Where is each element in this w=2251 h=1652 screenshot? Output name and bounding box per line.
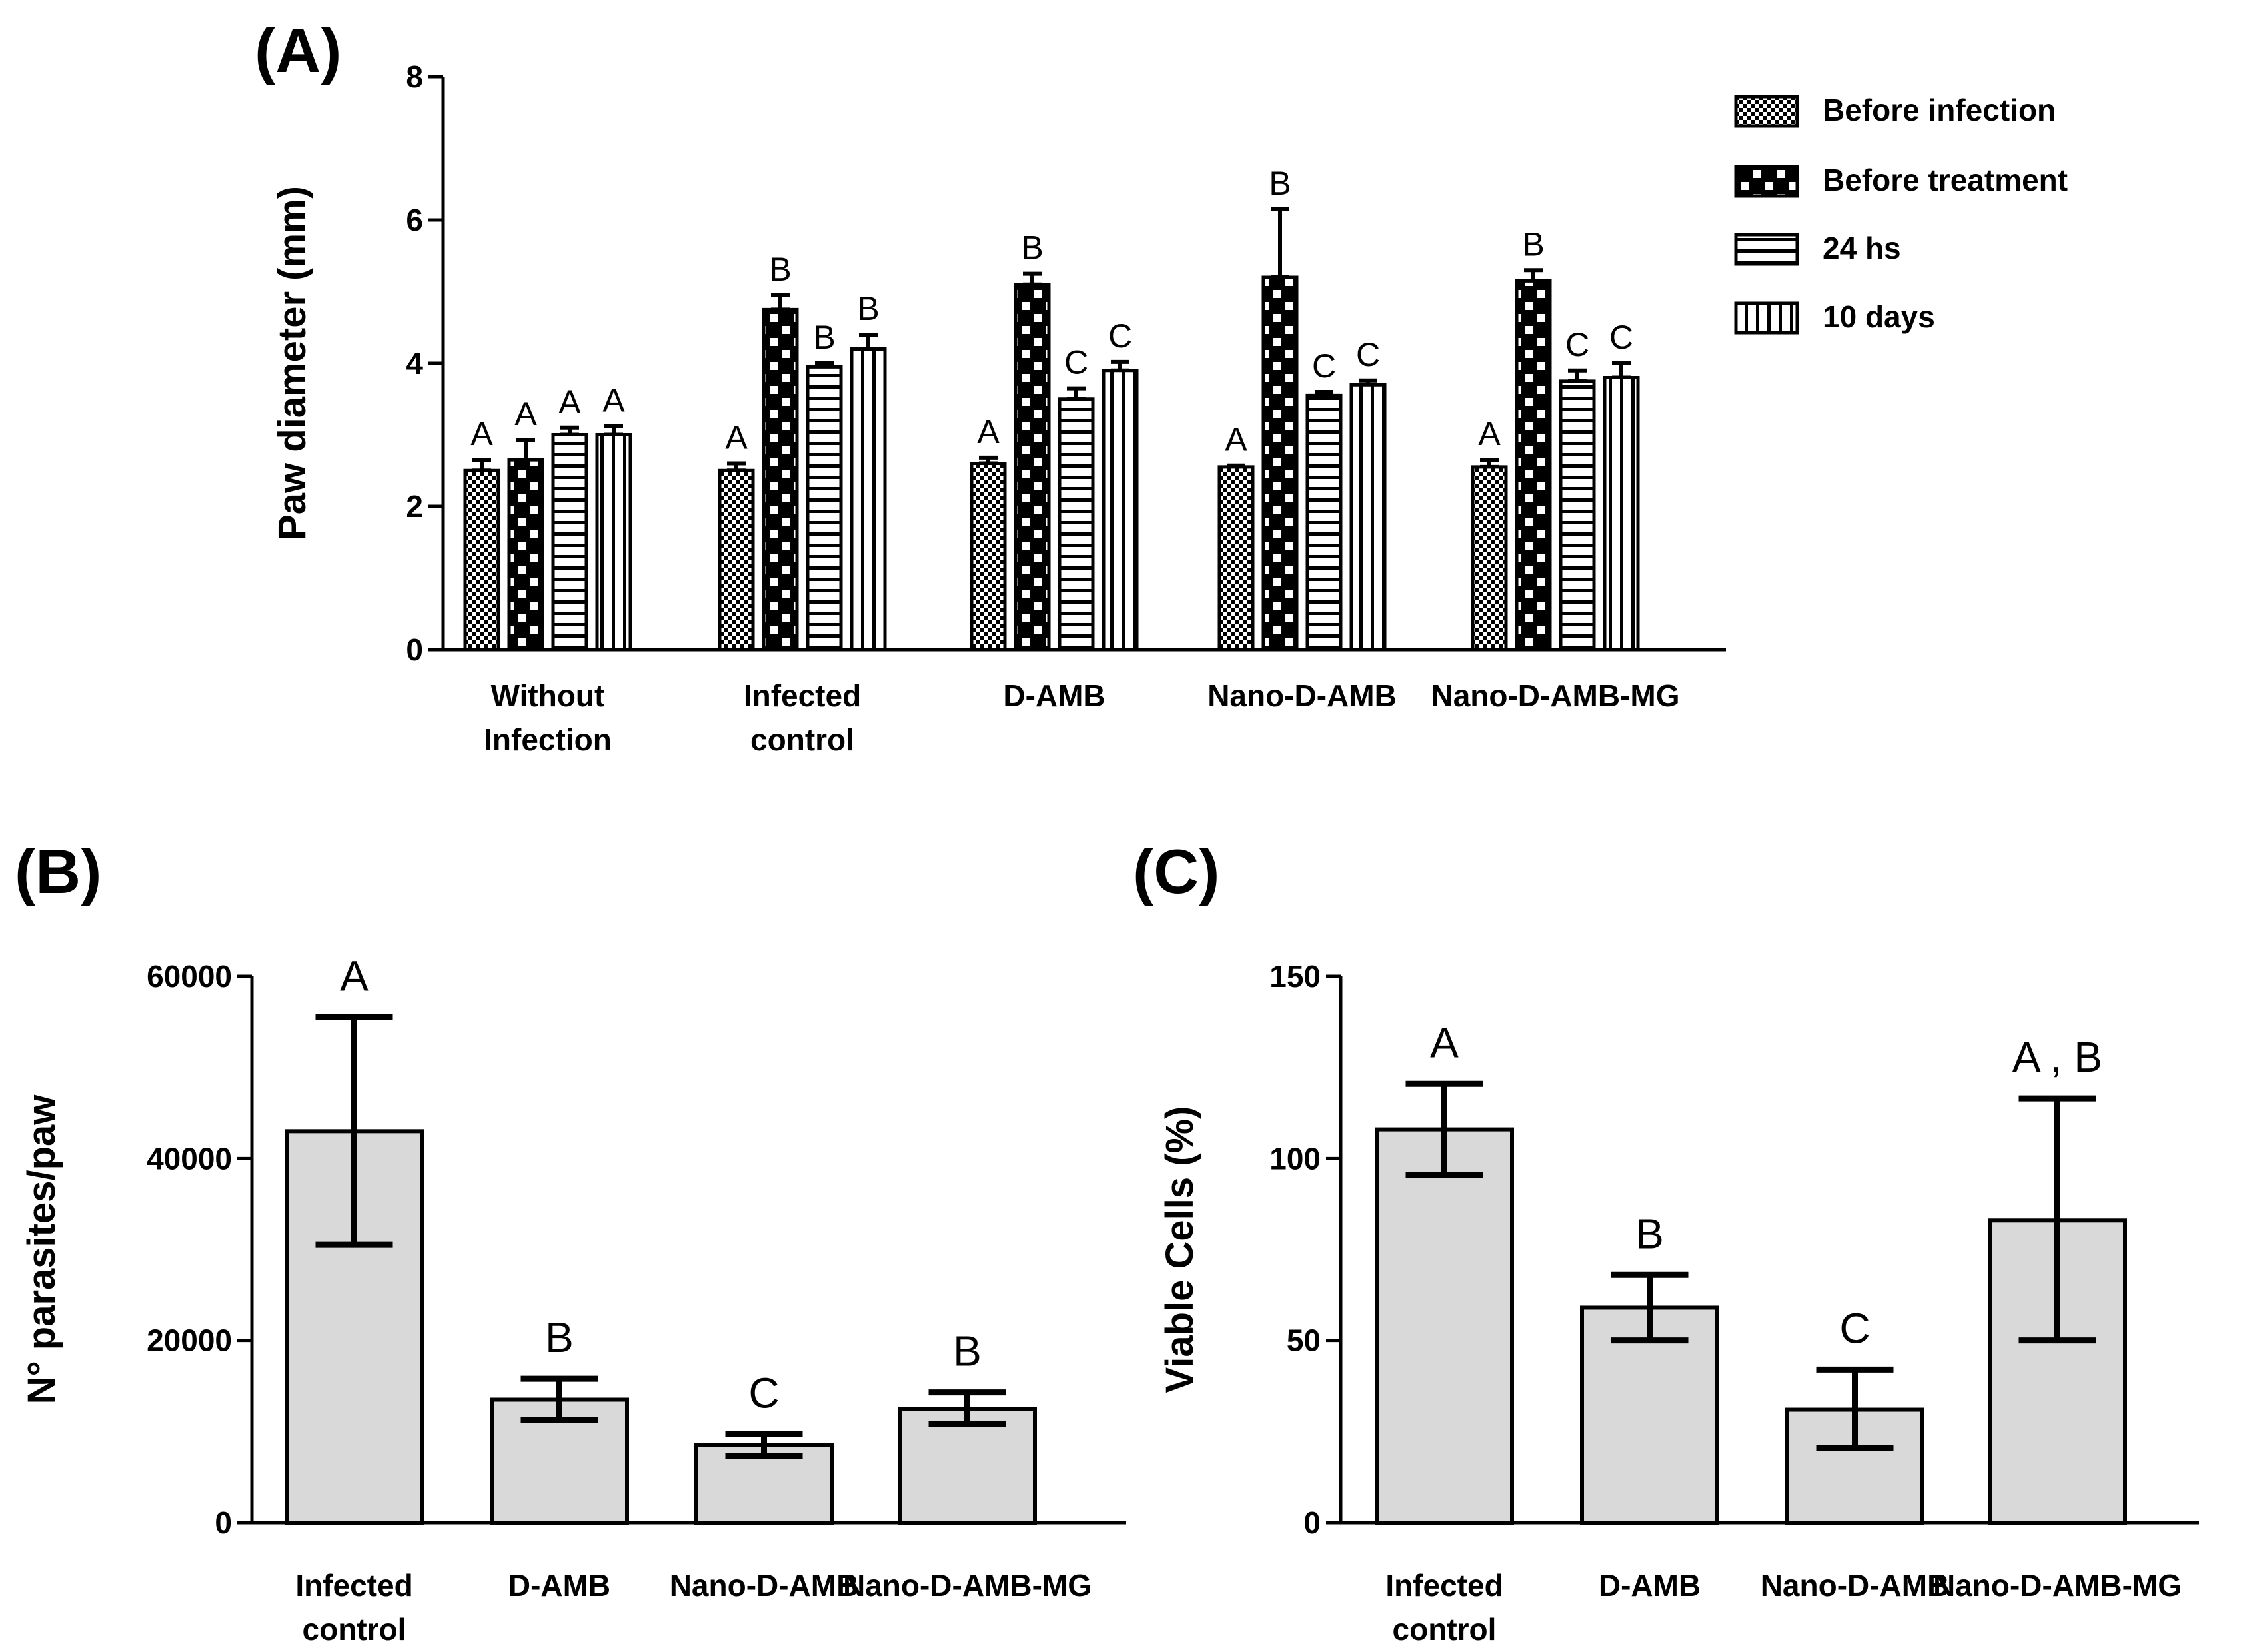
chart-c-y-tick-label: 0 xyxy=(1303,1505,1321,1540)
chart-a-category-label: control xyxy=(750,722,854,757)
chart-c-category-label: Infected xyxy=(1385,1568,1503,1603)
chart-a-bar xyxy=(1058,397,1095,652)
chart-b-bar xyxy=(898,1407,1037,1525)
chart-b-category-label: Infected xyxy=(295,1568,412,1603)
chart-a-significance-letter: B xyxy=(1021,229,1043,267)
chart-a-category-label: Infection xyxy=(484,722,612,757)
chart-a-y-tick-label: 8 xyxy=(406,59,423,94)
chart-a-bar xyxy=(595,433,632,652)
chart-b-category-label: control xyxy=(303,1612,406,1647)
chart-a-bar xyxy=(762,307,799,652)
chart-a-bar xyxy=(1014,283,1051,652)
chart-a-bar xyxy=(1217,465,1255,652)
chart-c-significance-letter: C xyxy=(1839,1304,1870,1352)
chart-a-category-label: Nano-D-AMB xyxy=(1207,678,1397,713)
chart-a-legend-label: 10 days xyxy=(1823,299,1935,334)
chart-a-significance-letter: A xyxy=(725,419,748,456)
chart-a-significance-letter: C xyxy=(1064,344,1088,381)
chart-a-bar xyxy=(507,458,544,652)
chart-c-category-label: D-AMB xyxy=(1599,1568,1701,1603)
chart-a-significance-letter: A xyxy=(1478,415,1501,452)
chart-a-bar xyxy=(1603,376,1640,652)
chart-b-category-label: D-AMB xyxy=(508,1568,610,1603)
chart-a-significance-letter: B xyxy=(813,319,835,356)
chart-a-y-tick-label: 4 xyxy=(406,346,423,381)
chart-c-significance-letter: A xyxy=(1430,1018,1459,1066)
chart-c-significance-letter: A , B xyxy=(2012,1033,2102,1081)
chart-a-significance-letter: B xyxy=(1522,225,1544,263)
chart-a-bar xyxy=(463,468,500,652)
chart-a-significance-letter: C xyxy=(1565,326,1589,363)
chart-b-y-tick-label: 40000 xyxy=(147,1141,232,1176)
chart-a-y-tick-label: 0 xyxy=(406,632,423,667)
chart-a-legend-swatch xyxy=(1734,95,1799,128)
chart-b-significance-letter: A xyxy=(340,952,369,1000)
chart-a-category-label: Nano-D-AMB-MG xyxy=(1431,678,1679,713)
chart-b-y-tick-label: 20000 xyxy=(147,1323,232,1358)
chart-a-legend-swatch xyxy=(1734,233,1799,266)
chart-a-bar xyxy=(551,433,588,652)
chart-a-significance-letter: A xyxy=(470,415,493,452)
chart-a-significance-letter: C xyxy=(1108,317,1132,355)
chart-a-legend-label: Before treatment xyxy=(1823,163,2068,197)
chart-a-y-tick-label: 2 xyxy=(406,489,423,524)
chart-a-category-label: Infected xyxy=(744,678,861,713)
chart-a-bar xyxy=(1349,383,1387,652)
chart-a-bar xyxy=(806,365,843,652)
chart-b-y-axis-title: N° parasites/paw xyxy=(20,1094,63,1405)
chart-c-y-tick-label: 50 xyxy=(1287,1323,1321,1358)
chart-a-y-tick-label: 6 xyxy=(406,203,423,237)
chart-a-bar xyxy=(1102,369,1139,652)
chart-a-significance-letter: A xyxy=(1225,421,1247,458)
chart-a-legend-label: 24 hs xyxy=(1823,231,1901,265)
panel-c-label: (C) xyxy=(1133,836,1220,906)
chart-c-y-axis-title: Viable Cells (%) xyxy=(1158,1106,1201,1393)
chart-a-significance-letter: C xyxy=(1609,319,1633,356)
chart-a-bar xyxy=(1515,279,1552,652)
chart-a-bar xyxy=(1559,379,1596,652)
chart-b-category-label: Nano-D-AMB xyxy=(670,1568,859,1603)
chart-c-y-tick-label: 150 xyxy=(1269,959,1321,994)
chart-a-significance-letter: A xyxy=(558,383,581,420)
chart-a-legend-swatch xyxy=(1734,165,1799,198)
chart-a-significance-letter: A xyxy=(514,395,537,432)
chart-b-y-tick-label: 0 xyxy=(215,1505,232,1540)
chart-a-significance-letter: A xyxy=(977,413,1000,450)
chart-a-bar xyxy=(1261,275,1299,652)
chart-a-legend-label: Before infection xyxy=(1823,93,2056,127)
chart-b: 0 20000 40000 60000 N° parasites/paw A B C B Infe… xyxy=(20,952,1126,1647)
chart-c-category-label: Nano-D-AMB-MG xyxy=(1933,1568,2182,1603)
chart-a-category-label: D-AMB xyxy=(1003,678,1105,713)
chart-a-bar xyxy=(718,468,755,652)
chart-c-bar xyxy=(1375,1127,1514,1525)
chart-b-y-tick-label: 60000 xyxy=(147,959,232,994)
chart-a-y-axis-title: Paw diameter (mm) xyxy=(271,186,314,540)
chart-c-significance-letter: B xyxy=(1635,1210,1664,1257)
chart-b-category-label: Nano-D-AMB-MG xyxy=(843,1568,1092,1603)
chart-a-legend-swatch xyxy=(1734,301,1799,335)
chart-a-significance-letter: C xyxy=(1356,336,1380,373)
chart-a-significance-letter: B xyxy=(1269,165,1291,202)
chart-a-significance-letter: B xyxy=(769,251,791,288)
chart-a-bar xyxy=(970,462,1007,652)
chart-a-significance-letter: A xyxy=(602,382,625,419)
chart-c: 0 50 100 150 Viable Cells (%) A B C A , B Infecte… xyxy=(1158,959,2199,1647)
chart-b-significance-letter: B xyxy=(545,1313,574,1361)
chart-a-significance-letter: B xyxy=(857,290,879,327)
chart-a-bar xyxy=(1305,393,1343,652)
chart-a-bar xyxy=(850,347,887,652)
panel-a-label: (A) xyxy=(255,15,342,85)
chart-c-category-label: Nano-D-AMB xyxy=(1761,1568,1950,1603)
chart-b-significance-letter: C xyxy=(748,1369,779,1417)
panel-b-label: (B) xyxy=(15,836,102,906)
chart-c-category-label: control xyxy=(1393,1612,1497,1647)
chart-a-category-label: Without xyxy=(491,678,605,713)
chart-c-bar xyxy=(1580,1305,1719,1525)
chart-b-significance-letter: B xyxy=(953,1327,982,1375)
chart-c-y-tick-label: 100 xyxy=(1269,1141,1321,1176)
chart-a-bar xyxy=(1471,465,1508,652)
chart-a-significance-letter: C xyxy=(1312,347,1336,385)
